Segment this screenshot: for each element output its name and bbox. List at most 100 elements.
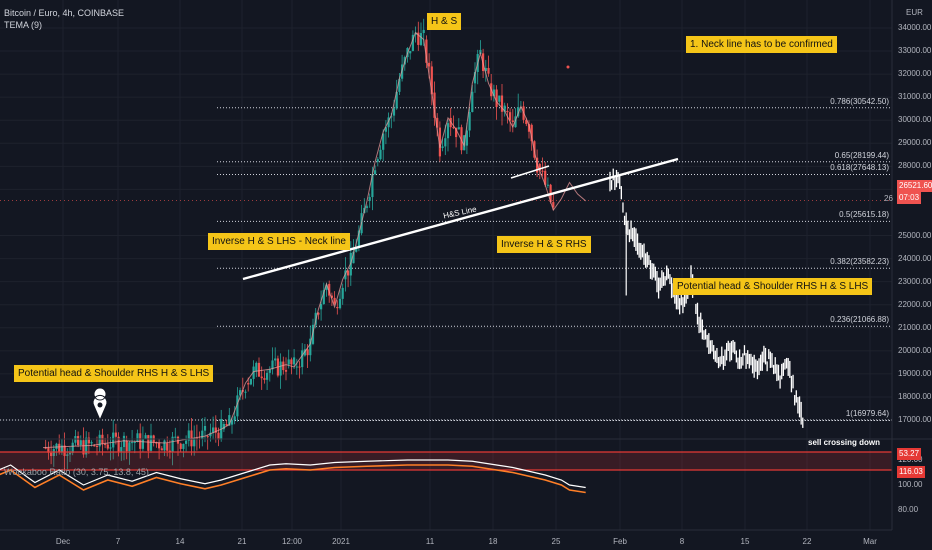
time-tick: 15 (740, 537, 750, 546)
partial-tick: 26 (884, 194, 893, 203)
price-tick: 21000.00 (898, 322, 932, 332)
candle-body (50, 452, 53, 457)
candle-body (87, 437, 90, 444)
price-tick: 19000.00 (898, 368, 932, 378)
note-potential-left[interactable]: Potential head & Shoulder RHS H & S LHS (14, 365, 214, 382)
candle-body (284, 370, 288, 372)
note-neck-confirm[interactable]: 1. Neck line has to be confirmed (686, 36, 837, 53)
price-tick: 30000.00 (898, 115, 932, 125)
candle-body (457, 127, 460, 130)
candle-body (546, 184, 549, 186)
candle-body (468, 111, 471, 131)
candle-body (185, 440, 188, 444)
candle-body (444, 138, 447, 147)
note-potential-right[interactable]: Potential head & Shoulder RHS H & S LHS (673, 278, 873, 295)
neck-line (242, 65, 679, 281)
candle-body (511, 120, 514, 122)
candle-body (552, 202, 555, 208)
candle-body (90, 442, 93, 444)
projection (609, 168, 804, 428)
candle-body (206, 436, 209, 438)
candle-body (309, 338, 312, 356)
price-tick: 28000.00 (898, 161, 932, 171)
candle-body (306, 349, 309, 356)
price-tick: 34000.00 (898, 23, 932, 32)
candle-body (338, 298, 342, 309)
candle-body (384, 127, 387, 132)
indicator-label[interactable]: TEMA (9) (4, 20, 43, 30)
candle-body (514, 116, 517, 128)
candle-body (484, 67, 487, 72)
candle-body (120, 447, 123, 452)
candle-body (355, 247, 358, 252)
price-tick: 23000.00 (898, 276, 932, 286)
candle-body (395, 91, 398, 109)
fib-levels (0, 107, 892, 421)
candle-body (293, 357, 296, 365)
candle-body (149, 435, 153, 451)
candle-body (233, 416, 236, 420)
note-inverse-rhs[interactable]: Inverse H & S RHS (497, 236, 591, 253)
candle-body (255, 362, 258, 372)
note-inverse-lhs[interactable]: Inverse H & S LHS - Neck line (208, 233, 350, 250)
candle-body (66, 454, 69, 456)
note-hs-top[interactable]: H & S (427, 13, 462, 30)
fib-level-label: 0.618(27648.13) (830, 163, 889, 173)
candle-body (244, 391, 247, 393)
time-tick: Mar (863, 537, 877, 546)
candle-body (376, 159, 379, 162)
candle-body (144, 435, 147, 439)
candle-body (471, 91, 474, 112)
candle-body (182, 443, 185, 449)
currency-label: EUR (906, 8, 923, 17)
candle-body (166, 443, 169, 451)
candle-body (382, 133, 385, 150)
candle-body (176, 436, 180, 444)
candle-body (452, 127, 455, 129)
candle-body (365, 206, 369, 208)
price-tick: 17000.00 (898, 415, 932, 424)
candle-body (428, 62, 431, 67)
symbol-title[interactable]: Bitcoin / Euro, 4h, COINBASE (4, 8, 125, 18)
candle-body (228, 415, 231, 426)
candle-body (517, 107, 520, 117)
candle-body (387, 117, 390, 128)
grid (0, 0, 892, 530)
candle-body (268, 369, 271, 373)
candle-body (506, 111, 509, 113)
candle-body (290, 359, 293, 365)
candle-body (498, 95, 501, 102)
osc-bottom-tag: 116.03 (897, 466, 925, 478)
candle-body (538, 164, 541, 171)
osc-top-tag: 53.27 (897, 448, 922, 460)
candle-body (368, 197, 371, 201)
candle-body (352, 251, 355, 264)
time-tick: Dec (55, 537, 71, 546)
candle-body (109, 447, 112, 449)
candle-body (114, 432, 117, 437)
candle-body (357, 230, 360, 248)
candle-body (544, 170, 547, 185)
marker-dot (566, 65, 570, 69)
candle-body (98, 434, 101, 447)
candle-body (249, 378, 252, 385)
candle-body (541, 170, 544, 172)
candle-body (128, 442, 131, 452)
candle-body (436, 117, 439, 128)
candle-body (133, 442, 136, 444)
oscillator-label[interactable]: Wookaboo Ratio (30, 3.75, 13.8, 45) (4, 467, 149, 477)
candle-body (209, 432, 212, 437)
osc-main-line (0, 464, 586, 494)
candle-body (425, 39, 428, 63)
candle-body (77, 436, 80, 446)
candle-body (527, 124, 531, 132)
countdown-tag: 07:03 (897, 192, 922, 204)
candle-body (465, 130, 468, 146)
oscillator (0, 0, 932, 531)
price-tick: 20000.00 (898, 345, 932, 355)
candle-body (530, 124, 533, 142)
candle-body (295, 366, 298, 368)
candle-body (298, 366, 301, 368)
candle-body (263, 378, 266, 380)
